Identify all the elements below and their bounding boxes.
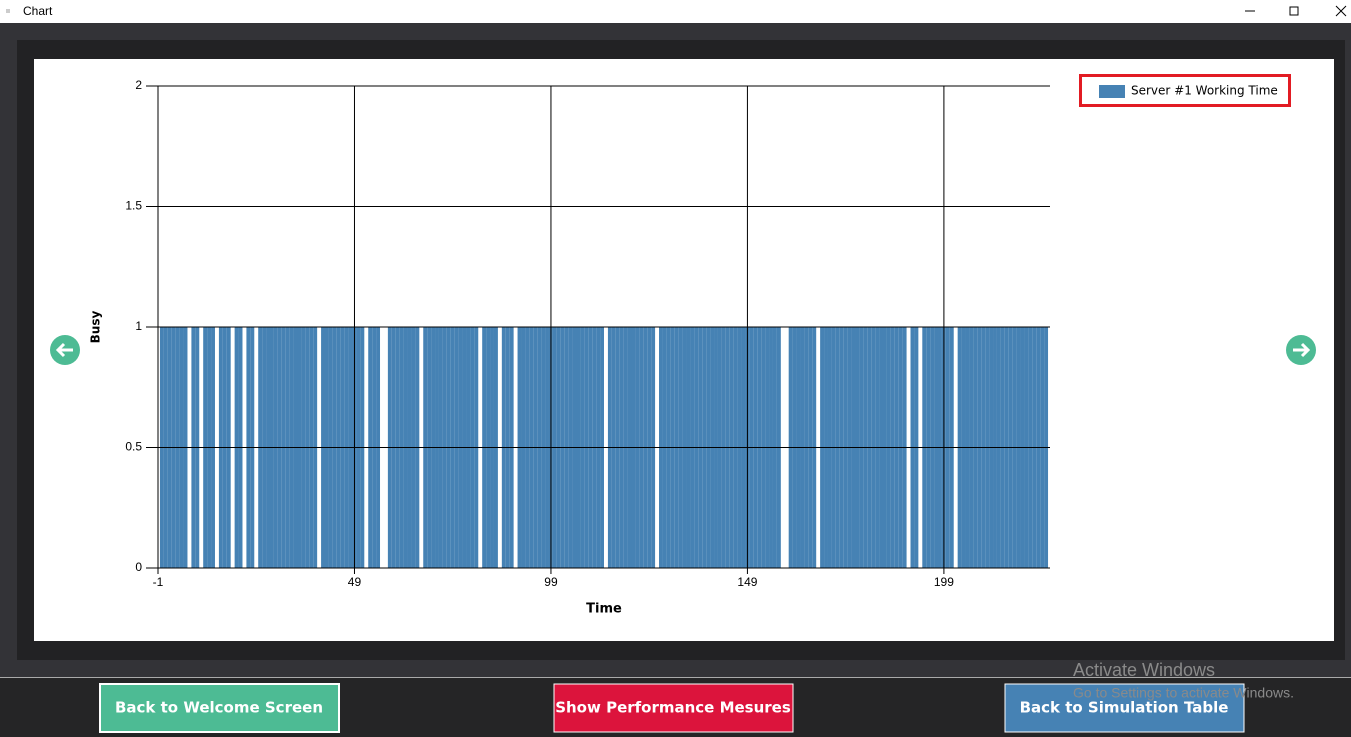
close-button[interactable]	[1335, 5, 1347, 17]
x-axis-label: Time	[586, 602, 622, 617]
welcome-button[interactable]	[99, 683, 340, 733]
performance-button[interactable]	[553, 683, 794, 733]
y-tick-label: 0.5	[125, 440, 142, 454]
performance-button-label[interactable]: Show Performance Mesures	[555, 699, 791, 717]
legend-label: Server #1 Working Time	[1131, 84, 1278, 98]
next-arrow[interactable]	[1286, 335, 1316, 365]
legend-swatch	[1099, 85, 1125, 98]
prev-arrow-icon[interactable]	[55, 342, 73, 358]
x-tick-label: 49	[348, 575, 362, 589]
simulation-button-label[interactable]: Back to Simulation Table	[1020, 699, 1229, 717]
welcome-button-label[interactable]: Back to Welcome Screen	[115, 699, 323, 717]
x-tick-label: -1	[153, 575, 164, 589]
y-tick-label: 1.5	[125, 199, 142, 213]
x-tick-label: 149	[737, 575, 757, 589]
watermark-title: Activate Windows	[1073, 660, 1215, 680]
y-tick-label: 1	[135, 319, 142, 333]
chart: 0 0.5 1 1.5 2 -1 49 99 149 199 Time Busy Server #1 W…	[89, 74, 1291, 617]
x-tick-label: 199	[934, 575, 954, 589]
simulation-button[interactable]	[1004, 683, 1245, 733]
y-tick-label: 0	[135, 560, 142, 574]
legend: Server #1 Working Time	[1079, 74, 1291, 107]
x-tick-label: 99	[544, 575, 558, 589]
next-arrow-icon[interactable]	[1293, 342, 1311, 358]
prev-arrow[interactable]	[50, 335, 80, 365]
y-axis-label: Busy	[89, 310, 103, 343]
restore-button[interactable]	[1289, 6, 1299, 16]
y-tick-label: 2	[135, 78, 142, 92]
app-icon	[6, 9, 10, 13]
window-title: Chart	[23, 4, 53, 18]
title-bar	[0, 0, 1351, 23]
watermark-text: Go to Settings to activate Windows.	[1073, 685, 1294, 701]
